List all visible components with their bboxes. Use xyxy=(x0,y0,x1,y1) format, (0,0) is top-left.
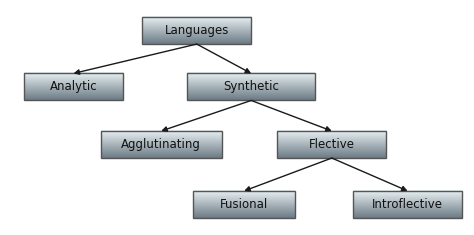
Text: Introflective: Introflective xyxy=(372,198,443,211)
Text: Agglutinating: Agglutinating xyxy=(121,138,201,151)
Bar xyxy=(277,131,386,158)
Bar xyxy=(353,191,462,218)
Text: Flective: Flective xyxy=(309,138,355,151)
Bar xyxy=(24,73,123,101)
Text: Languages: Languages xyxy=(164,24,229,37)
Text: Fusional: Fusional xyxy=(220,198,268,211)
Text: Analytic: Analytic xyxy=(50,80,97,94)
Bar xyxy=(187,73,315,101)
Bar xyxy=(100,131,222,158)
Bar xyxy=(142,17,251,44)
Bar xyxy=(193,191,295,218)
Text: Synthetic: Synthetic xyxy=(223,80,279,94)
